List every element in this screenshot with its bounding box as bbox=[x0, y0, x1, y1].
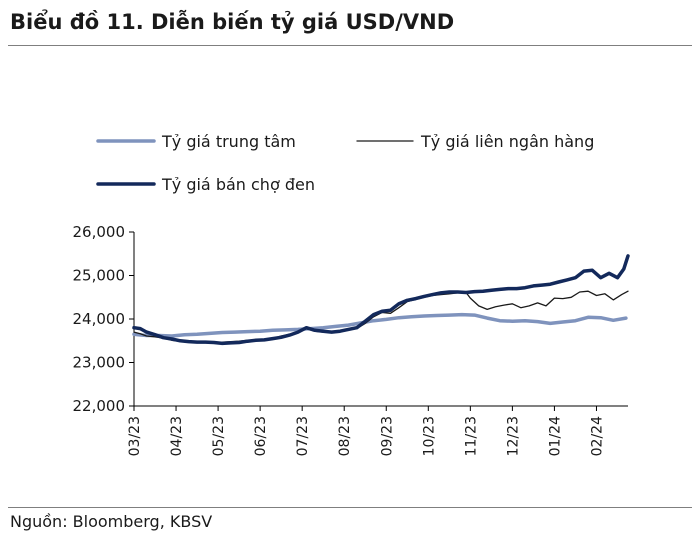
x-tick-label: 01/24 bbox=[547, 416, 563, 456]
x-tick-label: 09/23 bbox=[379, 416, 395, 456]
title-divider bbox=[8, 45, 692, 46]
legend-label-3: Tỷ giá bán chợ đen bbox=[161, 175, 315, 194]
x-tick-label: 12/23 bbox=[505, 416, 521, 456]
series-layer bbox=[132, 254, 630, 346]
series-line-3 bbox=[132, 254, 630, 346]
line-chart: Tỷ giá trung tâm Tỷ giá liên ngân hàng Tỷ … bbox=[73, 132, 630, 456]
x-tick-label: 02/24 bbox=[589, 416, 605, 456]
y-tick-label: 24,000 bbox=[73, 310, 126, 328]
x-tick-label: 05/23 bbox=[211, 416, 227, 456]
y-tick-label: 23,000 bbox=[73, 354, 126, 372]
legend: Tỷ giá trung tâm Tỷ giá liên ngân hàng Tỷ … bbox=[96, 132, 594, 194]
x-tick-label: 10/23 bbox=[421, 416, 437, 456]
legend-label-1: Tỷ giá trung tâm bbox=[161, 132, 296, 151]
x-tick-label: 04/23 bbox=[169, 416, 185, 456]
legend-label-2: Tỷ giá liên ngân hàng bbox=[420, 132, 594, 151]
source-note: Nguồn: Bloomberg, KBSV bbox=[10, 512, 213, 531]
x-tick-label: 11/23 bbox=[463, 416, 479, 456]
y-tick-label: 25,000 bbox=[73, 267, 126, 285]
y-tick-label: 26,000 bbox=[73, 223, 126, 241]
x-tick-label: 06/23 bbox=[253, 416, 269, 456]
x-tick-label: 08/23 bbox=[337, 416, 353, 456]
series-line-1 bbox=[132, 312, 628, 338]
x-tick-label: 07/23 bbox=[295, 416, 311, 456]
x-tick-label: 03/23 bbox=[127, 416, 143, 456]
chart-title: Biểu đồ 11. Diễn biến tỷ giá USD/VND bbox=[10, 10, 455, 34]
y-tick-label: 22,000 bbox=[73, 397, 126, 415]
source-divider bbox=[8, 507, 692, 508]
